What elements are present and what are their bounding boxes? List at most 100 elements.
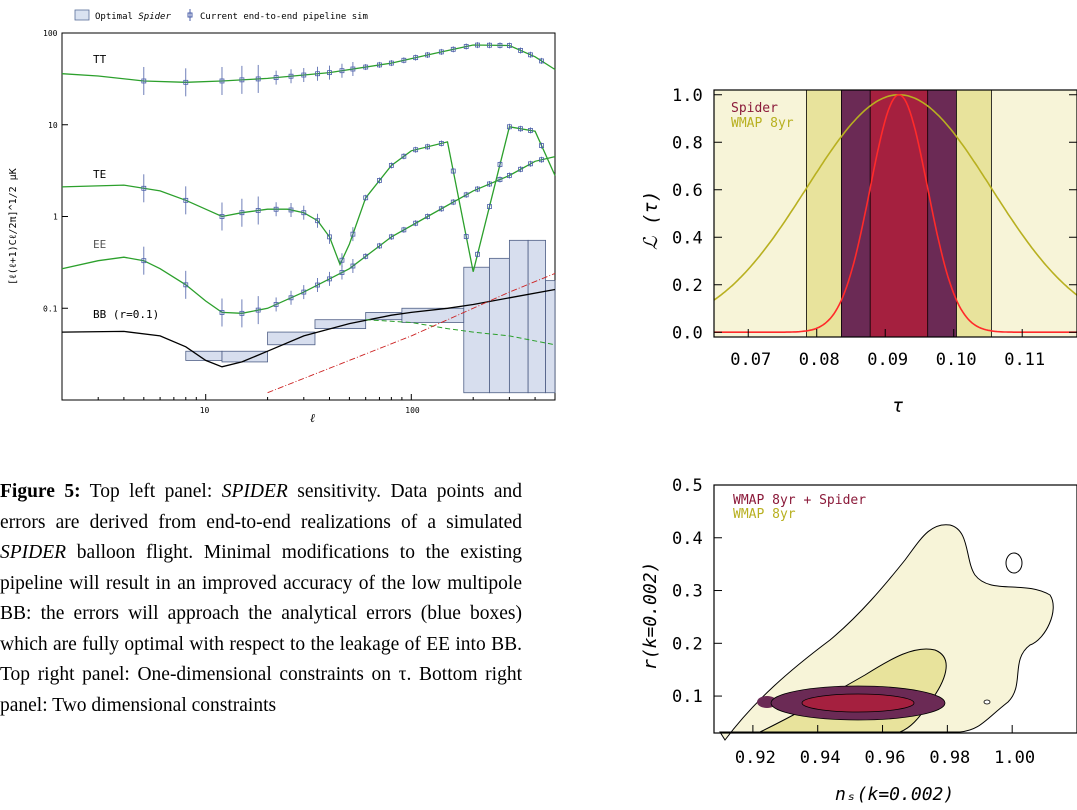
x-tick-label: 0.07 (730, 350, 771, 370)
data-point (487, 42, 492, 48)
data-point (141, 185, 147, 191)
data-point (339, 68, 345, 74)
data-point (183, 282, 189, 288)
y-tick-label: 100 (43, 29, 58, 38)
br-ylabel: r(k=0.002) (640, 562, 661, 670)
data-point (239, 310, 245, 316)
data-point (239, 77, 245, 83)
data-point (315, 218, 320, 224)
data-point (506, 43, 512, 48)
data-point (401, 227, 407, 233)
data-point (363, 195, 369, 201)
data-point (413, 55, 419, 61)
x-tick-label: 0.10 (936, 350, 977, 370)
y-tick-label: 0.4 (672, 228, 703, 248)
data-point (475, 42, 480, 48)
tl-xlabel: ℓ (310, 411, 315, 425)
data-point (288, 73, 294, 79)
data-point (339, 270, 345, 275)
r-ns-contour-chart: 0.92 0.94 0.96 0.98 1.00 0.1 0.2 0.3 0.4 0.5 WMAP… (640, 476, 1077, 805)
x-tick-label: 0.11 (1004, 350, 1045, 370)
data-point (363, 253, 369, 259)
data-point (475, 251, 480, 257)
y-tick-label: 1.0 (672, 86, 703, 106)
caption-spider-2: SPIDER (0, 542, 67, 563)
confidence-bands (713, 90, 1077, 337)
data-point (438, 141, 444, 146)
data-point (255, 76, 261, 82)
caption-text-1: Top left panel: (80, 481, 222, 502)
y-tick-label: 0.2 (672, 634, 703, 654)
data-point (425, 144, 430, 150)
data-point (450, 168, 456, 174)
bb-box (221, 350, 268, 363)
caption-text-2: sensitivity. Data points and errors are … (0, 481, 522, 533)
data-point (315, 282, 320, 288)
data-point (388, 163, 394, 168)
likelihood-curves (713, 93, 1077, 333)
bb-box (314, 319, 367, 330)
pipeline-data-points (141, 42, 544, 328)
tl-ylabel: [ℓ(ℓ+1)Cℓ/2π]^1/2 μK (8, 168, 19, 285)
data-point (327, 234, 332, 240)
data-point (528, 128, 533, 133)
x-tick-label: 0.94 (800, 748, 841, 768)
data-point (219, 214, 225, 219)
data-point (506, 173, 512, 178)
x-tick-label: 0.09 (867, 350, 908, 370)
bb-box (267, 331, 316, 346)
data-point (327, 276, 332, 282)
y-tick-label: 0.8 (672, 133, 703, 153)
curve-tensor-dashdot (267, 272, 556, 394)
data-point (528, 161, 533, 167)
legend-wmap-only: WMAP 8yr (733, 507, 796, 522)
data-point (388, 60, 394, 66)
legend-box-swatch (74, 9, 90, 21)
data-point (273, 75, 279, 81)
data-point (301, 289, 307, 295)
data-point (518, 126, 523, 132)
data-point (425, 52, 430, 58)
curve-spider (714, 93, 1077, 333)
data-point (497, 162, 503, 167)
data-point (463, 44, 469, 49)
y-tick-label: 0.6 (672, 181, 703, 201)
data-point (518, 48, 523, 53)
data-point (438, 206, 444, 212)
br-axis-ticks: 0.92 0.94 0.96 0.98 1.00 0.1 0.2 0.3 0.4 0.5 (672, 476, 1035, 768)
y-tick-label: 0.4 (672, 529, 703, 549)
curve-te (61, 126, 556, 272)
data-point (273, 206, 279, 212)
legend-wmap: WMAP 8yr (731, 116, 794, 131)
x-tick-label: 0.92 (735, 748, 776, 768)
data-point (487, 204, 492, 209)
bb-box (545, 280, 556, 394)
caption-label: Figure 5: (0, 481, 81, 502)
data-point (350, 263, 356, 269)
data-point (413, 147, 419, 153)
bb-optimal-boxes (185, 239, 556, 394)
label-tt: TT (93, 53, 107, 66)
data-point (497, 42, 503, 48)
x-tick-label: 0.08 (799, 350, 840, 370)
data-point (475, 186, 480, 192)
y-tick-label: 1 (53, 213, 58, 222)
tl-axis-ticks: 10 100 100 10 1 0.1 (43, 29, 556, 415)
label-ee: EE (93, 238, 106, 251)
x-tick-label: 10 (200, 406, 210, 415)
data-point (219, 310, 225, 315)
data-point (255, 307, 261, 313)
curve-wmap (713, 94, 1077, 301)
band (870, 90, 928, 337)
data-point (539, 143, 544, 148)
data-point (497, 177, 503, 182)
data-point (413, 220, 419, 226)
power-spectrum-chart: Optimal Spider Current end-to-end pipeli… (8, 9, 556, 425)
data-point (183, 197, 189, 203)
tr-ylabel: ℒ (τ) (640, 191, 662, 250)
tr-axis-ticks: 0.07 0.08 0.09 0.10 0.11 0.0 0.2 0.4 0.6 0.8 1.0 (672, 86, 1077, 370)
legend-spider: Spider (731, 101, 778, 116)
br-plot-frame (713, 484, 1077, 734)
caption-spider-1: SPIDER (221, 481, 288, 502)
caption-text-3: balloon flight. Minimal modifications to… (0, 542, 522, 716)
